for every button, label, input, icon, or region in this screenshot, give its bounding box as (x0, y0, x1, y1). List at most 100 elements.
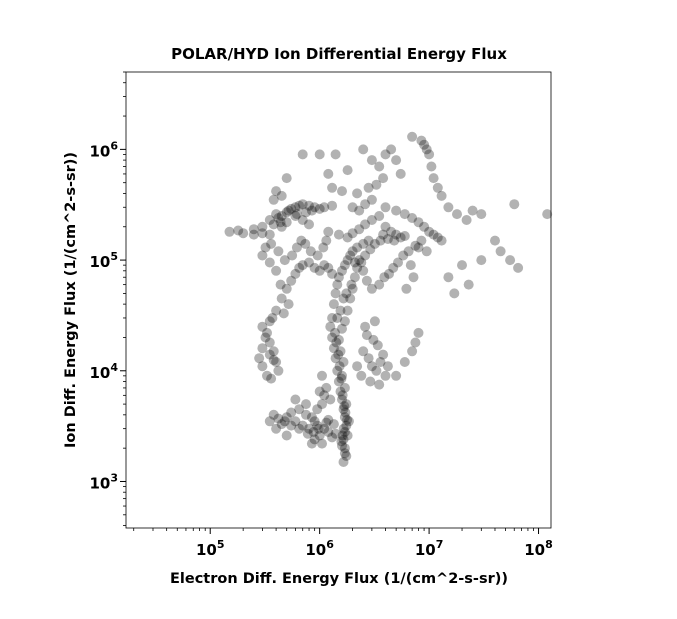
data-point (281, 207, 292, 218)
data-point (389, 235, 400, 246)
data-point (363, 182, 374, 193)
data-point (312, 250, 323, 261)
data-point (333, 376, 344, 387)
data-point (513, 262, 524, 273)
data-point (336, 436, 347, 447)
data-point (248, 224, 259, 235)
data-point (309, 262, 320, 273)
data-point (345, 250, 356, 261)
data-point (318, 242, 329, 253)
data-point (337, 370, 347, 381)
data-point (313, 423, 324, 434)
data-point (403, 246, 414, 257)
data-point (419, 221, 430, 232)
data-point (337, 323, 347, 334)
data-point (374, 161, 385, 172)
data-point (257, 228, 268, 239)
data-point (330, 428, 341, 439)
data-point (301, 409, 311, 420)
y-axis-ticks: 103 104 105 106 (89, 139, 126, 492)
data-point (405, 260, 416, 271)
data-point (356, 257, 367, 268)
data-point (287, 250, 298, 261)
data-point (378, 229, 389, 240)
data-point (340, 407, 351, 418)
data-point (233, 225, 244, 236)
data-point (281, 412, 292, 423)
data-point (374, 211, 385, 221)
data-point (317, 438, 327, 449)
data-point (276, 221, 287, 232)
data-point (354, 224, 365, 235)
data-point (257, 361, 268, 372)
data-point (443, 202, 454, 213)
data-point (352, 361, 363, 372)
data-point (341, 420, 352, 431)
data-point (416, 135, 427, 146)
data-point (339, 401, 350, 412)
data-point (254, 353, 265, 364)
data-point (369, 238, 380, 249)
data-point (443, 272, 454, 283)
data-point (542, 209, 553, 220)
data-point (410, 337, 421, 348)
data-point (345, 293, 356, 304)
data-point (339, 443, 350, 454)
data-point (358, 238, 369, 249)
data-point (382, 234, 393, 244)
data-point (268, 409, 279, 420)
data-point (399, 231, 410, 241)
data-point (297, 260, 308, 271)
x-tick-label: 107 (415, 538, 444, 559)
data-point (273, 213, 284, 223)
data-point (294, 262, 305, 273)
data-point (374, 379, 385, 390)
data-point (398, 250, 409, 261)
data-point (337, 390, 348, 401)
data-point (330, 149, 341, 160)
data-point (268, 194, 279, 205)
data-point (342, 232, 353, 243)
data-point (264, 337, 275, 348)
data-point (363, 353, 374, 364)
data-point (349, 257, 360, 268)
data-point (273, 246, 284, 257)
data-point (264, 257, 275, 268)
data-point (327, 182, 338, 193)
data-point (332, 279, 343, 290)
y-axis-label: Ion Diff. Energy Flux (1/(cm^2-s-sr)) (63, 152, 79, 448)
data-point (457, 260, 467, 271)
data-point (432, 232, 443, 243)
data-point (273, 365, 284, 376)
data-point (264, 215, 275, 225)
data-point (391, 370, 402, 381)
data-point (428, 229, 439, 240)
data-point (304, 200, 314, 211)
data-point (391, 155, 402, 166)
data-point (325, 321, 336, 332)
data-point (432, 182, 443, 193)
y-tick-label: 105 (89, 250, 118, 271)
x-axis-label: Electron Diff. Energy Flux (1/(cm^2-s-sr… (170, 571, 508, 587)
data-point (337, 430, 348, 441)
data-point (360, 199, 371, 210)
data-point (372, 340, 383, 351)
data-point (380, 370, 391, 381)
data-point (368, 334, 379, 345)
data-point (248, 229, 259, 240)
data-point (354, 205, 365, 216)
data-point (342, 414, 353, 425)
data-point (335, 386, 346, 397)
data-point (337, 186, 347, 197)
data-point (238, 228, 249, 239)
data-point (341, 399, 352, 410)
data-point (421, 246, 432, 257)
data-point (366, 155, 377, 166)
data-point (319, 260, 330, 271)
data-point (338, 423, 349, 434)
data-point (308, 427, 319, 437)
data-point (366, 361, 377, 372)
data-point (323, 414, 334, 425)
data-point (495, 246, 506, 257)
data-point (297, 420, 308, 431)
